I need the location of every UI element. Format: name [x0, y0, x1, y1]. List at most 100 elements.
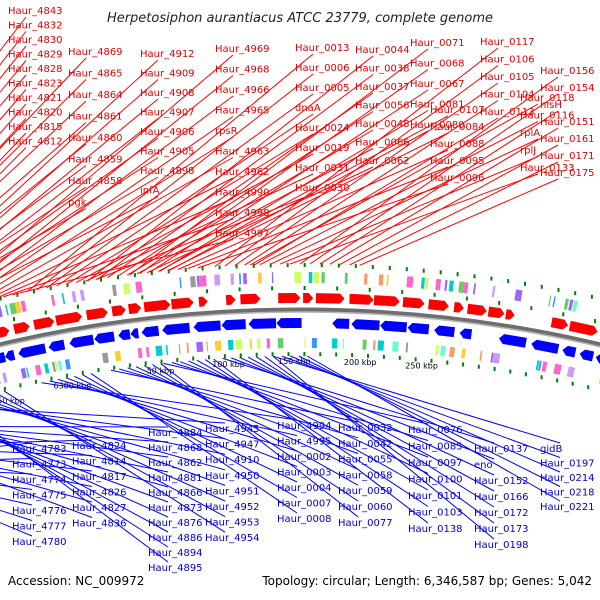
tick-dot — [44, 310, 47, 315]
gene-label-top: Haur_0088 — [430, 139, 485, 150]
forward-cds — [550, 317, 569, 330]
forward-cds — [349, 293, 374, 305]
tick-dot — [184, 267, 187, 272]
label-leader-line — [0, 165, 87, 230]
label-leader-line — [180, 361, 429, 458]
feature-block — [227, 339, 234, 351]
forward-cds — [303, 293, 314, 304]
label-leader-line — [0, 435, 169, 563]
feature-block — [79, 289, 86, 301]
gene-label-bottom: gidB — [540, 444, 562, 455]
label-leader-line — [247, 356, 495, 492]
gene-label-top: Haur_4909 — [140, 69, 195, 80]
tick-dot — [422, 268, 425, 273]
forward-cds — [278, 293, 301, 304]
tick-dot — [255, 352, 258, 357]
label-leader-line — [127, 367, 359, 455]
gene-label-top: Haur_4907 — [140, 108, 195, 119]
feature-block — [51, 361, 57, 373]
gene-label-bottom: Haur_4954 — [205, 533, 260, 544]
label-leader-line — [259, 121, 539, 266]
feature-block — [490, 352, 494, 363]
feature-block — [572, 300, 578, 312]
forward-cds — [13, 322, 30, 335]
feature-block — [377, 340, 385, 351]
reverse-cds — [459, 328, 473, 340]
label-leader-line — [0, 409, 226, 440]
gene-label-bottom: Haur_0152 — [474, 476, 529, 487]
tick-dot — [562, 312, 565, 317]
feature-block — [308, 272, 313, 284]
feature-block — [64, 358, 71, 370]
forward-cds — [428, 299, 449, 311]
forward-cds — [0, 326, 10, 338]
tick-dot — [33, 289, 35, 294]
feature-block — [242, 273, 247, 285]
tick-dot — [320, 263, 323, 268]
label-leader-line — [90, 372, 298, 514]
tick-dot — [208, 355, 210, 360]
feature-block — [344, 272, 348, 284]
label-leader-line — [290, 355, 561, 473]
gene-label-bottom: Haur_0214 — [540, 473, 595, 484]
tick-dot — [509, 369, 512, 374]
gene-label-top: Haur_4830 — [8, 35, 63, 46]
gene-label-bottom: Haur_0085 — [408, 442, 463, 453]
feature-block — [553, 363, 562, 375]
gene-label-bottom: Haur_0008 — [277, 514, 332, 525]
tick-dot — [594, 319, 597, 324]
gene-label-top: Haur_4858 — [68, 176, 123, 187]
feature-block — [372, 340, 376, 351]
label-leader-line — [0, 79, 87, 166]
label-leader-line — [3, 390, 226, 533]
label-leader-line — [177, 149, 449, 270]
reverse-cds — [0, 352, 7, 364]
reverse-cds — [118, 329, 131, 341]
tick-dot — [201, 266, 204, 271]
forward-cds — [128, 303, 142, 315]
feature-block — [331, 338, 338, 349]
reverse-cds — [562, 345, 577, 358]
feature-block — [386, 274, 389, 286]
gene-label-bottom: Haur_4995 — [277, 437, 332, 448]
label-leader-line — [0, 408, 226, 424]
tick-dot — [465, 296, 468, 301]
tick-dot — [0, 296, 2, 301]
tick-dot — [524, 281, 526, 286]
label-leader-line — [0, 157, 234, 290]
gene-label-bottom: Haur_0060 — [338, 502, 393, 513]
label-leader-line — [264, 356, 495, 524]
gene-label-bottom: Haur_4953 — [205, 518, 260, 529]
scale-label: 200 kbp — [344, 358, 377, 367]
feature-block — [321, 272, 325, 284]
gene-label-top: Haur_4908 — [140, 88, 195, 99]
gene-label-top: Haur_0005 — [295, 83, 350, 94]
label-leader-line — [0, 438, 169, 548]
backbone-arc — [0, 307, 600, 348]
tick-dot — [319, 352, 322, 357]
gene-label-bottom: Haur_0218 — [540, 488, 595, 499]
tick-dot — [490, 276, 493, 281]
gene-label-bottom: Haur_4951 — [205, 486, 260, 497]
gene-label-top: Haur_4990 — [215, 188, 270, 199]
gene-label-bottom: Haur_0032 — [338, 423, 393, 434]
label-leader-line — [299, 76, 559, 265]
forward-cds — [55, 311, 83, 326]
gene-label-bottom: Haur_0055 — [338, 455, 393, 466]
feature-block — [440, 345, 446, 357]
feature-block — [313, 272, 320, 284]
label-leader-line — [224, 65, 499, 267]
tick-dot — [100, 277, 103, 282]
tick-dot — [354, 264, 357, 269]
reverse-cds — [531, 339, 560, 354]
feature-block — [190, 276, 196, 288]
feature-block — [54, 361, 59, 372]
feature-block — [25, 367, 30, 378]
reverse-cds — [221, 319, 246, 331]
gene-label-top: Haur_0013 — [295, 43, 350, 54]
tick-dot — [498, 301, 501, 305]
label-leader-line — [279, 156, 539, 265]
label-leader-line — [309, 93, 559, 265]
feature-block — [538, 360, 542, 371]
